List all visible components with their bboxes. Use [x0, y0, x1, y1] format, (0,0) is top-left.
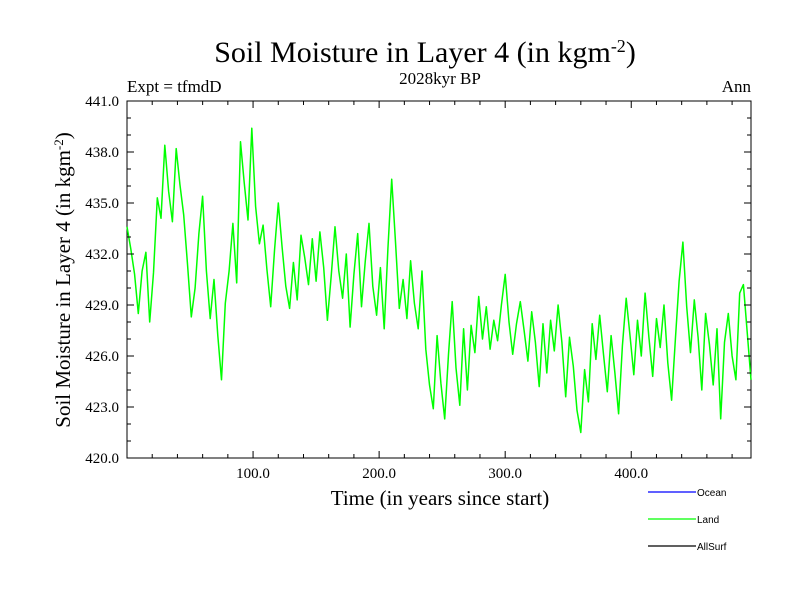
season-label: Ann	[722, 77, 752, 96]
x-tick-label: 200.0	[362, 466, 396, 482]
x-tick-label: 400.0	[614, 466, 648, 482]
y-tick-label: 426.0	[85, 349, 119, 365]
y-tick-label: 429.0	[85, 298, 119, 314]
y-tick-label: 438.0	[85, 145, 119, 161]
series-line-land	[126, 127, 752, 434]
series-layer	[126, 127, 752, 434]
y-axis-label: Soil Moisture in Layer 4 (in kgm-2)	[51, 132, 76, 427]
legend-label-land: Land	[697, 515, 719, 526]
y-tick-label: 435.0	[85, 196, 119, 212]
y-axis: 420.0 423.0 426.0 429.0 432.0 435.0 438.0 441.0	[85, 94, 751, 467]
y-tick-label: 441.0	[85, 94, 119, 110]
x-axis-label: Time (in years since start)	[331, 486, 550, 510]
x-tick-label: 300.0	[488, 466, 522, 482]
legend-label-allsurf: AllSurf	[697, 542, 727, 553]
x-tick-label: 100.0	[236, 466, 270, 482]
legend-label-ocean: Ocean	[697, 488, 726, 499]
y-tick-label: 432.0	[85, 247, 119, 263]
y-tick-label: 423.0	[85, 400, 119, 416]
x-axis: 100.0 200.0 300.0 400.0	[151, 101, 733, 482]
plot-frame	[126, 100, 752, 459]
chart-subtitle: 2028kyr BP	[399, 69, 481, 88]
y-tick-label: 420.0	[85, 451, 119, 467]
legend: Ocean Land AllSurf	[648, 488, 727, 553]
chart-title: Soil Moisture in Layer 4 (in kgm-2)	[214, 36, 636, 69]
experiment-label: Expt = tfmdD	[127, 77, 222, 96]
